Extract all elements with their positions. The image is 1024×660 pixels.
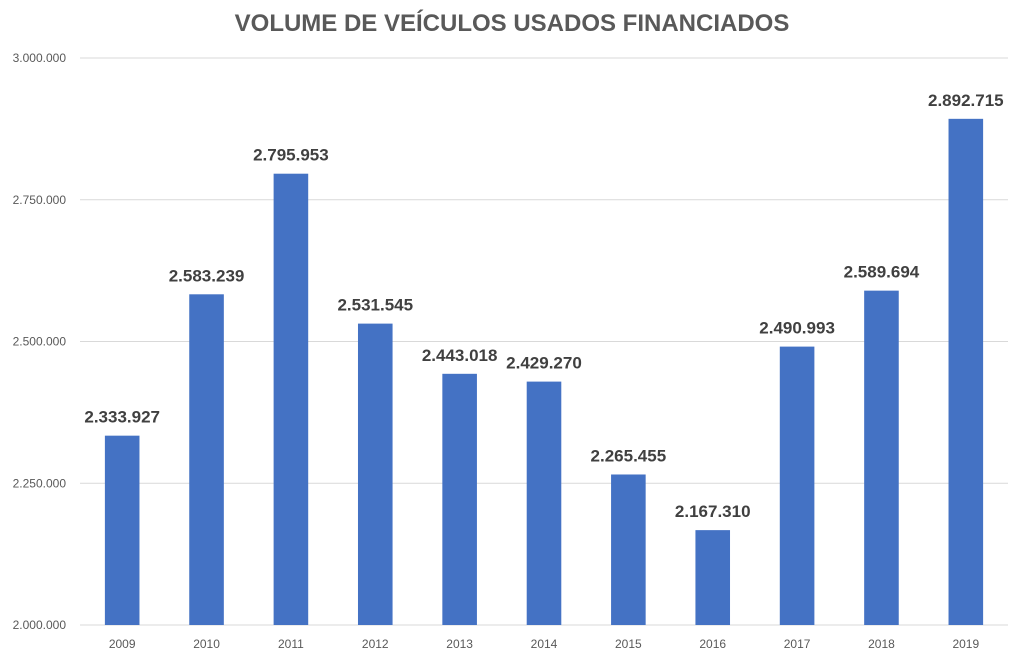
bar-2018 xyxy=(864,290,899,625)
data-label: 2.589.694 xyxy=(844,263,920,282)
data-label: 2.265.455 xyxy=(591,446,667,465)
chart-title: VOLUME DE VEÍCULOS USADOS FINANCIADOS xyxy=(234,10,790,37)
data-label: 2.795.953 xyxy=(253,146,329,165)
x-tick-label: 2009 xyxy=(109,637,136,651)
bar-2011 xyxy=(273,173,309,626)
x-tick-label: 2016 xyxy=(699,637,726,651)
x-tick-label: 2011 xyxy=(278,637,304,651)
bar-2009 xyxy=(104,435,140,625)
data-label: 2.583.239 xyxy=(169,266,245,285)
bar-2017 xyxy=(779,346,815,625)
data-label: 2.892.715 xyxy=(928,91,1004,110)
y-tick-label: 2.750.000 xyxy=(13,193,67,207)
x-tick-label: 2012 xyxy=(362,637,389,651)
bar-2019 xyxy=(948,118,984,625)
bar-2014 xyxy=(526,381,562,625)
y-tick-label: 2.250.000 xyxy=(13,476,67,490)
data-label: 2.429.270 xyxy=(506,354,582,373)
y-tick-label: 2.000.000 xyxy=(13,618,67,632)
data-label: 2.531.545 xyxy=(337,296,413,315)
x-tick-label: 2010 xyxy=(193,637,220,651)
bar-2010 xyxy=(189,294,224,625)
bar-2013 xyxy=(442,373,477,625)
data-label: 2.167.310 xyxy=(675,502,751,521)
bar-2015 xyxy=(611,474,646,625)
bar-2012 xyxy=(357,323,393,625)
x-tick-label: 2018 xyxy=(868,637,895,651)
data-label: 2.333.927 xyxy=(84,408,160,427)
y-tick-label: 3.000.000 xyxy=(13,51,67,65)
data-label: 2.443.018 xyxy=(422,346,498,365)
x-tick-label: 2014 xyxy=(531,637,558,651)
x-tick-label: 2015 xyxy=(615,637,642,651)
data-label: 2.490.993 xyxy=(759,319,835,338)
y-tick-label: 2.500.000 xyxy=(13,335,67,349)
bar-2016 xyxy=(695,530,731,625)
x-tick-label: 2019 xyxy=(952,637,979,651)
x-tick-label: 2013 xyxy=(446,637,473,651)
x-tick-label: 2017 xyxy=(784,637,811,651)
